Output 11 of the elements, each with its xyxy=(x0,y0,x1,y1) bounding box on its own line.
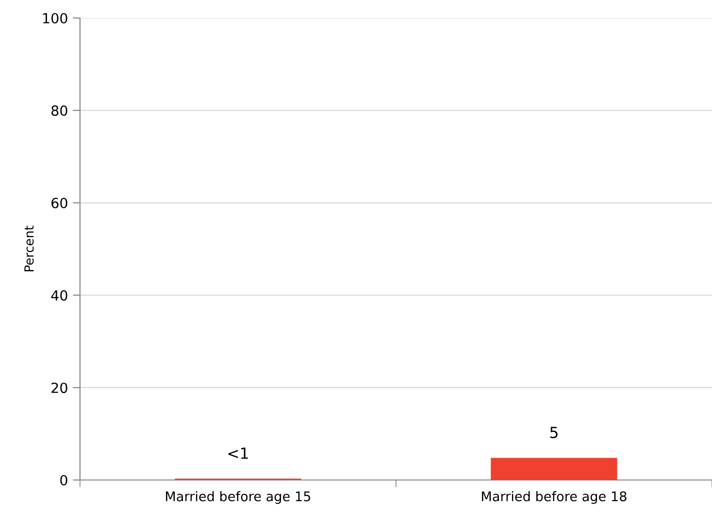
y-tick-label: 100 xyxy=(43,12,68,24)
y-axis-title: Percent xyxy=(24,226,34,272)
y-tick-label: 0 xyxy=(60,474,68,486)
x-tick-label: Married before age 15 xyxy=(166,491,310,504)
y-tick-label: 20 xyxy=(52,382,68,394)
y-tick-label: 40 xyxy=(51,290,68,301)
data-label: 5 xyxy=(550,426,558,438)
y-tick-label: 80 xyxy=(51,105,68,116)
data-label: <1 xyxy=(228,448,248,459)
y-tick-label: 60 xyxy=(51,198,68,208)
x-tick-label: Married before age 18 xyxy=(482,491,626,504)
